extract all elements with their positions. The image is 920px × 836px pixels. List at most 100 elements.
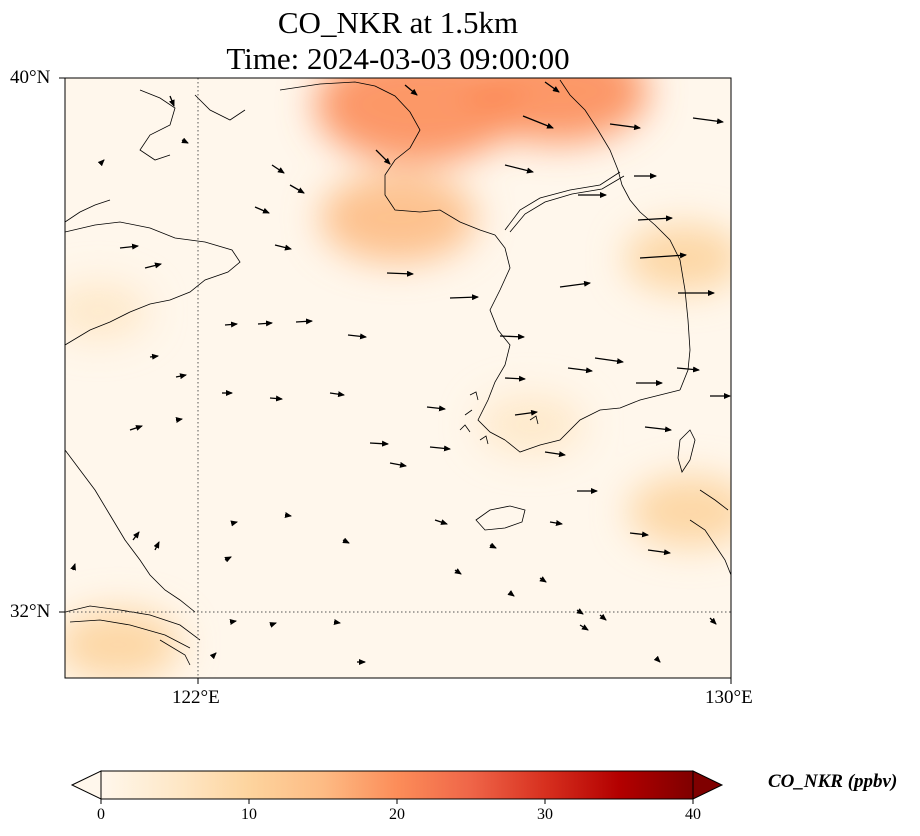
concentration-hotspot [65,608,181,678]
lon-label-130e: 130°E [705,687,753,708]
concentration-hotspot [319,173,477,263]
wind-arrow [295,318,313,325]
wind-arrow [224,321,238,328]
wind-arrow [637,215,673,222]
wind-arrow [144,262,162,269]
concentration-hotspot [624,223,731,293]
wind-arrow [429,445,451,452]
wind-arrow [175,417,183,423]
korea-west-coast [477,234,511,441]
wind-arrow [647,549,671,556]
tsushima-island [677,429,696,473]
wind-arrow [507,590,515,597]
wind-arrow [559,280,591,288]
wind-arrow [153,541,160,551]
wind-arrow [544,451,566,458]
wind-arrow [709,617,717,625]
colorbar-bar [100,770,694,800]
wind-arrow [434,519,448,525]
wind-arrow [274,244,292,251]
colorbar-label: CO_NKR (ppbv) [768,771,898,792]
wind-arrow [386,270,414,277]
korea-coast-north [279,81,496,236]
wind-arrow [375,149,391,165]
wind-arrow [369,440,389,447]
lon-label-122e: 122°E [172,687,220,708]
wind-arrow [271,164,285,174]
lat-label-32n: 32°N [10,601,51,622]
yangtze-estuary [65,605,201,666]
wind-arrow [539,576,547,583]
wind-arrow [676,366,700,373]
wind-arrow [284,512,292,518]
colorbar-tick-label: 40 [685,806,701,823]
wind-arrow [544,81,560,93]
wind-arrow [609,123,641,131]
wind-arrow [70,563,76,571]
korea-east-coast [559,79,691,391]
wind-arrow [522,115,554,129]
wind-arrow [224,556,232,563]
coastlines [65,79,731,666]
wind-arrow [426,405,446,412]
wind-arrow [567,367,593,374]
jeju-island [475,505,526,531]
colorbar-tick-label: 10 [241,806,257,823]
wind-arrow [132,531,140,541]
wind-arrow [599,613,607,621]
wind-arrow [209,652,217,660]
china-coast-north [65,221,241,346]
colorbar-tick-label: 0 [97,806,105,823]
wind-arrow [119,243,139,250]
china-coast-south [65,449,196,613]
lat-label-40n: 40°N [10,67,51,88]
wind-arrow [229,619,237,625]
wind-arrow [175,373,187,380]
korea-south-coast [504,389,681,453]
wind-arrow [149,353,159,360]
wind-arrow [97,159,105,167]
concentration-hotspot [467,78,649,143]
wind-arrow [454,568,462,575]
wind-arrow [269,622,277,628]
wind-vectors [70,81,731,665]
kyushu-coast [689,489,731,576]
map-title-line2: Time: 2024-03-03 09:00:00 [226,41,570,76]
wind-arrow [342,537,350,544]
wind-arrow [389,461,407,468]
colorbar-extend-high [692,770,724,800]
dmz-river [504,171,625,233]
wind-arrow [549,520,563,526]
wind-arrow [404,84,418,96]
wind-arrow [504,375,526,382]
wind-arrow [653,655,661,663]
shandong-coast [65,199,111,223]
wind-arrow [576,608,584,615]
map-frame [64,77,732,679]
wind-arrow [181,137,189,144]
wind-arrow [644,426,672,433]
wind-arrow [639,252,687,259]
wind-arrow [333,619,341,625]
colorbar-tick-label: 30 [537,806,553,823]
wind-arrow [230,520,238,527]
wind-arrow [504,164,534,174]
wind-arrow [347,333,367,340]
colorbar-extend-low [70,770,102,800]
wind-arrow [692,117,724,125]
colorbar-tick-label: 20 [389,806,405,823]
wind-arrow [594,357,624,365]
wind-arrow [449,294,479,301]
wind-arrow [514,409,538,416]
map-title-line1: CO_NKR at 1.5km [277,5,519,40]
wind-arrow [629,531,649,538]
wind-arrow [269,395,283,402]
wind-arrow [329,391,345,398]
wind-arrow [254,206,270,214]
wind-arrow [168,95,175,107]
wind-arrow [499,333,525,340]
concentration-hotspot [65,282,149,341]
wind-arrow [289,184,305,194]
